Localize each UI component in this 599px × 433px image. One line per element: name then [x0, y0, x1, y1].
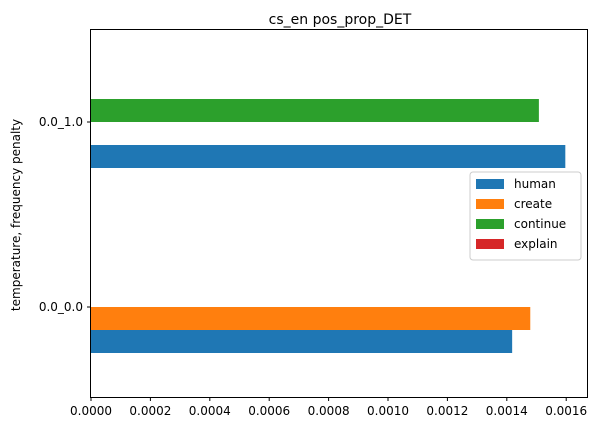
legend-box [469, 171, 582, 261]
legend-label-continue: continue [514, 217, 566, 231]
y-tick-label: 0.0_1.0 [39, 115, 83, 129]
legend-swatch-continue [476, 219, 504, 229]
legend-swatch-human [476, 179, 504, 189]
x-tick-label: 0.0008 [308, 404, 350, 418]
bar-human-0 [91, 330, 513, 353]
x-tick-label: 0.0006 [248, 404, 290, 418]
y-axis-label: temperature, frequency penalty [9, 119, 23, 311]
bar-create-0 [91, 307, 531, 330]
legend-swatch-explain [476, 239, 504, 249]
y-axis: 0.0_0.0 0.0_1.0 [39, 115, 91, 314]
legend-label-explain: explain [514, 237, 558, 251]
legend-label-create: create [514, 197, 552, 211]
bars-group [91, 99, 566, 353]
legend-label-human: human [514, 177, 556, 191]
x-tick-label: 0.0010 [367, 404, 409, 418]
legend: human create continue explain [469, 171, 582, 261]
chart-title: cs_en pos_prop_DET [269, 12, 412, 28]
bar-human-1 [91, 145, 566, 168]
x-tick-label: 0.0000 [70, 404, 112, 418]
x-tick-label: 0.0014 [486, 404, 528, 418]
plot-frame [90, 29, 588, 398]
x-axis: 0.0000 0.0002 0.0004 0.0006 0.0008 0.0010 0.00… [70, 397, 587, 418]
x-tick-label: 0.0002 [129, 404, 171, 418]
legend-swatch-create [476, 199, 504, 209]
x-tick-label: 0.0004 [189, 404, 231, 418]
x-tick-label: 0.0012 [426, 404, 468, 418]
y-tick-label: 0.0_0.0 [39, 300, 83, 314]
x-tick-label: 0.0016 [545, 404, 587, 418]
bar-continue-1 [91, 99, 539, 122]
